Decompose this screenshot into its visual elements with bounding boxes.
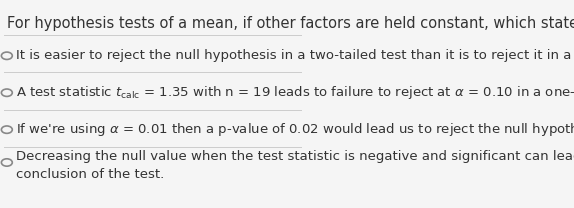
Text: For hypothesis tests of a mean, if other factors are held constant, which statem: For hypothesis tests of a mean, if other… xyxy=(7,16,574,31)
Text: Decreasing the null value when the test statistic is negative and significant ca: Decreasing the null value when the test … xyxy=(16,150,574,181)
Text: If we're using $\alpha$ = 0.01 then a p-value of 0.02 would lead us to reject th: If we're using $\alpha$ = 0.01 then a p-… xyxy=(16,121,574,138)
Text: A test statistic $t_{\mathrm{calc}}$ = 1.35 with n = 19 leads to failure to reje: A test statistic $t_{\mathrm{calc}}$ = 1… xyxy=(16,84,574,101)
Text: It is easier to reject the null hypothesis in a two-tailed test than it is to re: It is easier to reject the null hypothes… xyxy=(16,49,574,62)
